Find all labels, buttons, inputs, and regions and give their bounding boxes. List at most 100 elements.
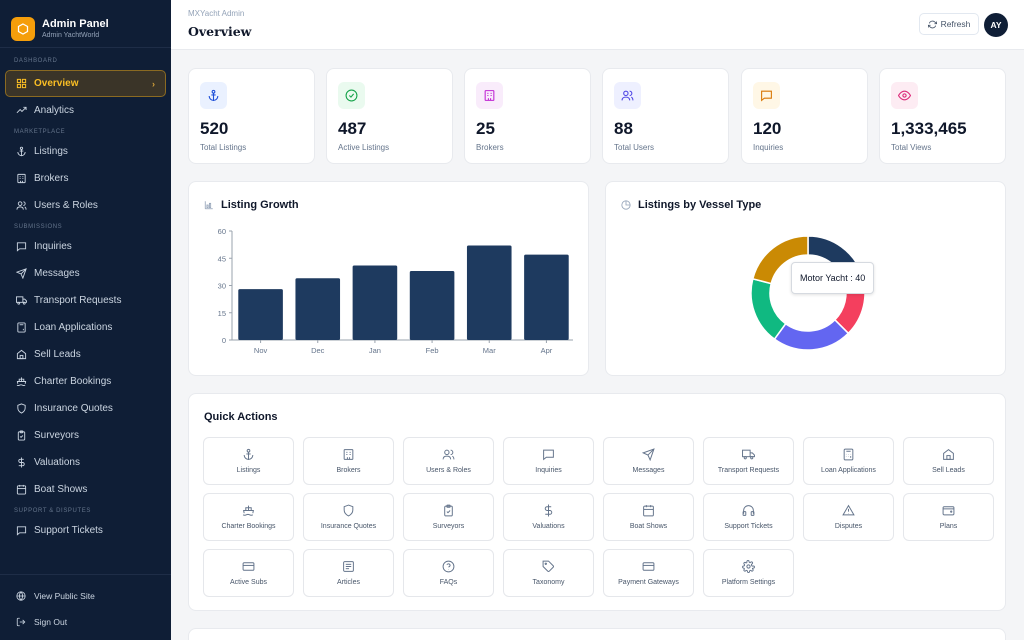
ship-icon: [15, 376, 27, 388]
listing-growth-panel: Listing Growth 0 15 30 45 60 Nov Dec Jan Feb Mar A…: [188, 181, 589, 376]
bar-mar[interactable]: [466, 245, 512, 340]
sidebar-item-analytics[interactable]: Analytics: [0, 97, 171, 124]
sidebar-item-label: Insurance Quotes: [34, 403, 113, 414]
quick-action-payment-gateways[interactable]: Payment Gateways: [603, 549, 694, 597]
x-tick-label: Dec: [311, 346, 325, 355]
vessel-type-title: Listings by Vessel Type: [638, 199, 762, 211]
quick-action-brokers[interactable]: Brokers: [303, 437, 394, 485]
panel-title: Listing Growth: [204, 199, 299, 211]
top-header: MXYacht Admin Overview Refresh AY: [171, 0, 1024, 50]
bar-jan[interactable]: [352, 265, 398, 340]
avatar[interactable]: AY: [984, 13, 1008, 37]
quick-action-messages[interactable]: Messages: [603, 437, 694, 485]
quick-action-label: Disputes: [834, 523, 863, 530]
quick-actions-title: Quick Actions: [204, 411, 278, 423]
stat-card-total-listings: 520 Total Listings: [188, 68, 315, 164]
sidebar-item-support-tickets[interactable]: Support Tickets: [0, 517, 171, 544]
quick-action-label: Taxonomy: [532, 579, 565, 586]
section-label-dashboard: DASHBOARD: [14, 58, 58, 64]
quick-action-surveyors[interactable]: Surveyors: [403, 493, 494, 541]
sidebar-item-label: Valuations: [34, 457, 80, 468]
quick-action-faqs[interactable]: FAQs: [403, 549, 494, 597]
stat-card-inquiries: 120 Inquiries: [741, 68, 868, 164]
sidebar-item-insurance-quotes[interactable]: Insurance Quotes: [0, 395, 171, 422]
stat-card-total-views: 1,333,465 Total Views: [879, 68, 1006, 164]
sidebar-item-messages[interactable]: Messages: [0, 260, 171, 287]
stat-value: 520: [200, 119, 229, 138]
anchor-icon: [243, 448, 254, 460]
quick-action-label: Active Subs: [230, 579, 267, 586]
quick-action-label: Boat Shows: [629, 523, 668, 530]
quick-action-disputes[interactable]: Disputes: [803, 493, 894, 541]
ship-icon: [242, 505, 254, 516]
message-square-icon: [753, 82, 780, 109]
brand-title: Admin Panel: [42, 17, 109, 30]
sidebar-item-boat-shows[interactable]: Boat Shows: [0, 476, 171, 503]
quick-action-label: Brokers: [336, 467, 361, 474]
quick-action-boat-shows[interactable]: Boat Shows: [603, 493, 694, 541]
sidebar-item-label: Support Tickets: [34, 525, 103, 536]
quick-action-label: Surveyors: [432, 523, 465, 530]
sidebar-item-listings[interactable]: Listings: [0, 138, 171, 165]
sidebar-item-label: Charter Bookings: [34, 376, 112, 387]
quick-action-plans[interactable]: Plans: [903, 493, 994, 541]
sidebar-item-brokers[interactable]: Brokers: [0, 165, 171, 192]
sidebar-item-users-roles[interactable]: Users & Roles: [0, 192, 171, 219]
vessel-type-panel: Listings by Vessel Type Motor Yacht : 40: [605, 181, 1006, 376]
quick-action-support-tickets[interactable]: Support Tickets: [703, 493, 794, 541]
refresh-button[interactable]: Refresh: [919, 13, 979, 35]
section-label-marketplace: MARKETPLACE: [14, 129, 66, 135]
sidebar-item-overview[interactable]: Overview ›: [5, 70, 166, 97]
quick-action-label: Messages: [632, 467, 665, 474]
globe-icon: [15, 590, 27, 602]
quick-action-loan-applications[interactable]: Loan Applications: [803, 437, 894, 485]
stat-value: 120: [753, 119, 782, 138]
donut-slice-3[interactable]: [750, 277, 787, 341]
quick-action-listings[interactable]: Listings: [203, 437, 294, 485]
quick-action-label: Plans: [939, 523, 958, 530]
bar-nov[interactable]: [238, 289, 283, 340]
stat-label: Brokers: [476, 143, 504, 152]
users-icon: [15, 200, 27, 212]
bar-feb[interactable]: [409, 270, 455, 340]
truck-icon: [742, 449, 755, 460]
quick-action-charter-bookings[interactable]: Charter Bookings: [203, 493, 294, 541]
bar-dec[interactable]: [295, 278, 341, 340]
sidebar-item-sell-leads[interactable]: Sell Leads: [0, 341, 171, 368]
quick-action-users-roles[interactable]: Users & Roles: [403, 437, 494, 485]
sidebar-item-transport-requests[interactable]: Transport Requests: [0, 287, 171, 314]
y-tick-label: 45: [218, 254, 226, 263]
y-tick-label: 15: [218, 309, 226, 318]
anchor-icon: [200, 82, 227, 109]
clipboard-check-icon: [444, 504, 453, 517]
calendar-icon: [15, 484, 27, 496]
sidebar-item-valuations[interactable]: Valuations: [0, 449, 171, 476]
view-public-site-link[interactable]: View Public Site: [0, 583, 171, 609]
section-label-support: SUPPORT & DISPUTES: [14, 508, 91, 514]
stat-value: 88: [614, 119, 633, 138]
quick-action-insurance-quotes[interactable]: Insurance Quotes: [303, 493, 394, 541]
quick-action-active-subs[interactable]: Active Subs: [203, 549, 294, 597]
quick-action-transport-requests[interactable]: Transport Requests: [703, 437, 794, 485]
stat-label: Total Views: [891, 143, 932, 152]
shield-icon: [343, 504, 354, 517]
stat-label: Total Users: [614, 143, 655, 152]
clipboard-check-icon: [15, 430, 27, 442]
quick-action-platform-settings[interactable]: Platform Settings: [703, 549, 794, 597]
quick-action-valuations[interactable]: Valuations: [503, 493, 594, 541]
quick-action-label: Charter Bookings: [221, 523, 276, 530]
sidebar-item-charter-bookings[interactable]: Charter Bookings: [0, 368, 171, 395]
bar-apr[interactable]: [524, 254, 569, 340]
sidebar-item-surveyors[interactable]: Surveyors: [0, 422, 171, 449]
quick-action-articles[interactable]: Articles: [303, 549, 394, 597]
quick-action-taxonomy[interactable]: Taxonomy: [503, 549, 594, 597]
quick-action-inquiries[interactable]: Inquiries: [503, 437, 594, 485]
sidebar-item-inquiries[interactable]: Inquiries: [0, 233, 171, 260]
quick-action-sell-leads[interactable]: Sell Leads: [903, 437, 994, 485]
sidebar-item-loan-applications[interactable]: Loan Applications: [0, 314, 171, 341]
headphones-icon: [742, 505, 755, 516]
eye-icon: [891, 82, 918, 109]
grid-icon: [15, 78, 27, 90]
sign-out-button[interactable]: Sign Out: [0, 609, 171, 635]
donut-slice-4[interactable]: [751, 235, 809, 285]
